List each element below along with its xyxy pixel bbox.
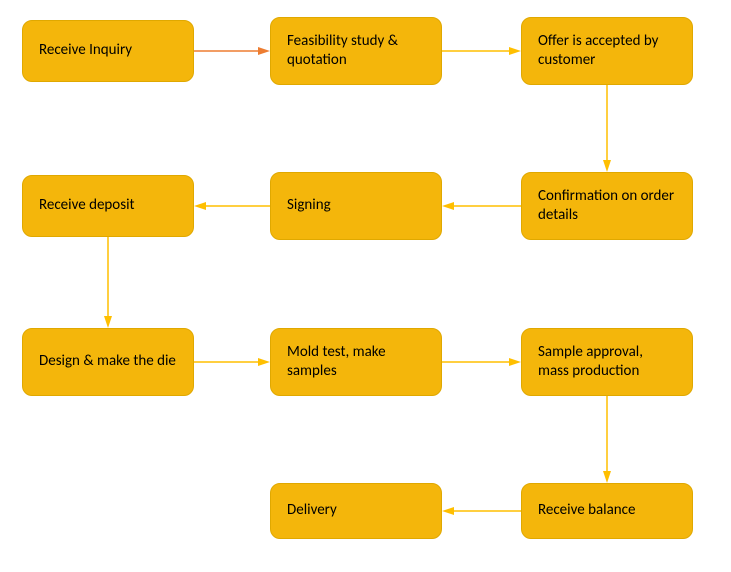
flow-node-n1: Receive Inquiry <box>22 20 194 82</box>
flow-node-n2: Feasibility study & quotation <box>270 17 442 85</box>
flow-node-n10: Receive balance <box>521 483 693 539</box>
flow-node-n6: Receive deposit <box>22 175 194 237</box>
flow-node-n5: Signing <box>270 172 442 240</box>
flow-node-n8: Mold test, make samples <box>270 328 442 396</box>
flow-node-n11: Delivery <box>270 483 442 539</box>
flow-node-n3: Offer is accepted by customer <box>521 17 693 85</box>
flow-node-n9: Sample approval, mass production <box>521 328 693 396</box>
flow-node-n7: Design & make the die <box>22 328 194 396</box>
flow-node-n4: Confirmation on order details <box>521 172 693 240</box>
